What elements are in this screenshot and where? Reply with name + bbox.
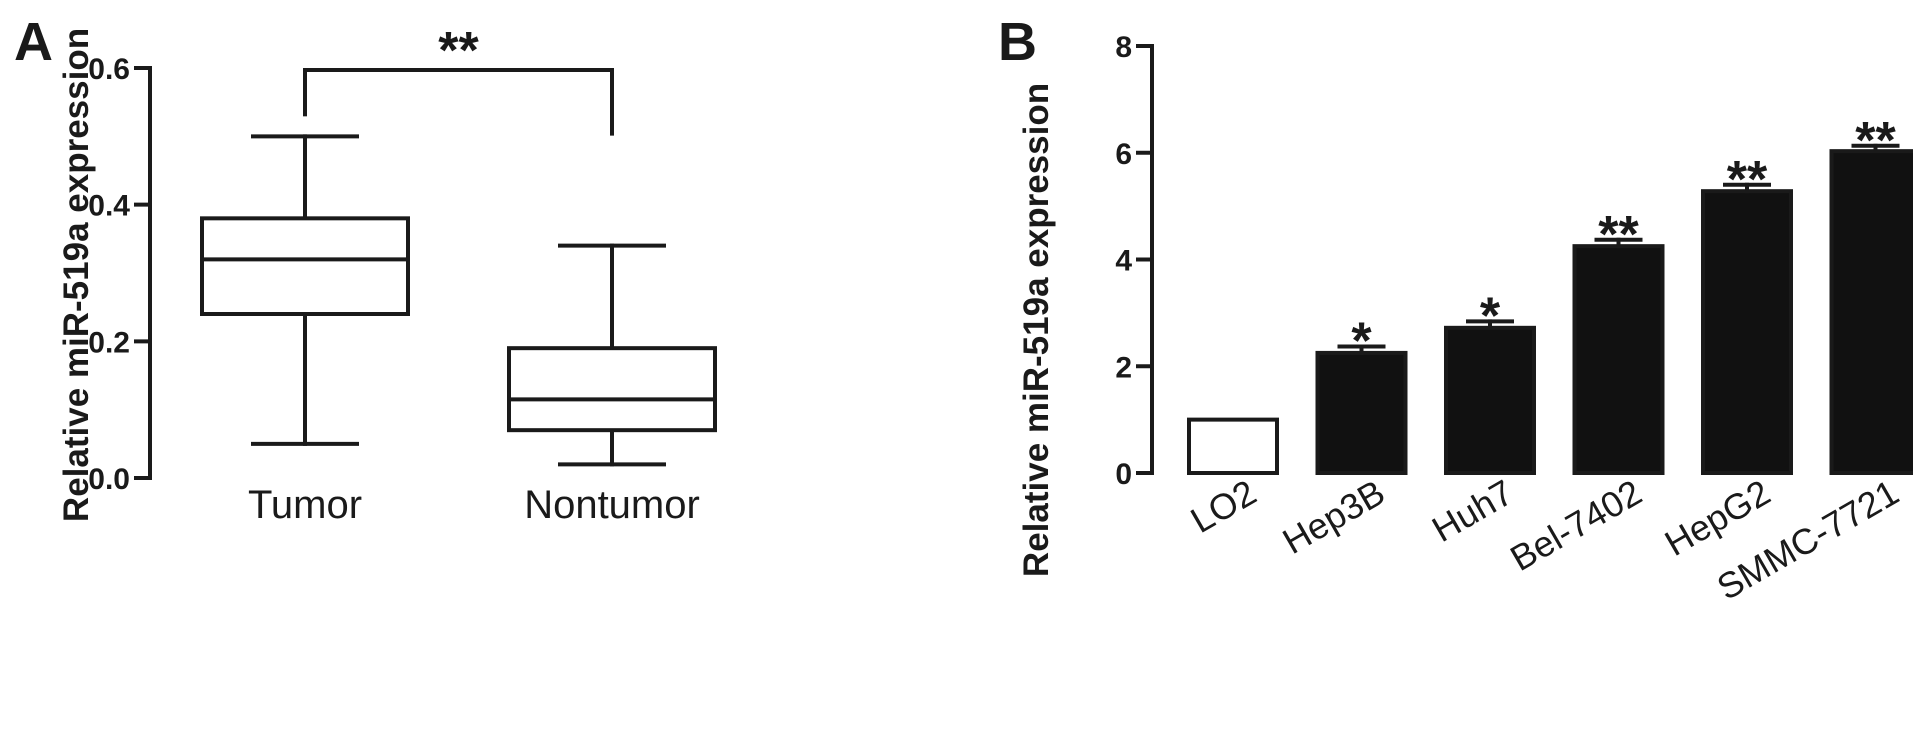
bar: [1315, 350, 1408, 475]
panel-b-significance-labels: * * ** ** **: [1351, 112, 1896, 371]
bar: [1701, 189, 1793, 475]
significance-label: **: [1598, 206, 1639, 264]
y-tick-label: 0.0: [88, 463, 130, 496]
bar: [1829, 149, 1913, 475]
box-iqr: [200, 216, 410, 316]
y-tick-label: 0.2: [88, 326, 130, 359]
category-label: Nontumor: [524, 483, 700, 527]
panel-a-boxes: [200, 134, 717, 467]
panel-b-category-labels: LO2 Hep3B Huh7 Bel-7402 HepG2 SMMC-7721: [1184, 471, 1906, 608]
significance-label: **: [1855, 112, 1896, 170]
bar-huh7: [1444, 319, 1536, 475]
y-tick-label: 8: [1115, 31, 1132, 64]
y-tick-label: 2: [1115, 351, 1132, 384]
bar-bel-7402: [1572, 237, 1665, 475]
y-tick-label: 4: [1115, 245, 1132, 278]
bar: [1444, 325, 1536, 475]
y-tick-label: 0.4: [88, 190, 130, 223]
category-label: Hep3B: [1276, 471, 1392, 562]
significance-label: *: [1480, 287, 1501, 345]
box-tumor: [200, 134, 410, 446]
panel-b-bars: [1187, 143, 1913, 475]
y-tick-label: 6: [1115, 138, 1132, 171]
category-label: LO2: [1184, 471, 1263, 541]
bar: [1187, 417, 1279, 475]
panel-b-y-axis: [1136, 44, 1154, 475]
panel-a-y-axis-label: Relative miR-519a expression: [57, 28, 96, 522]
panel-b-y-axis-label: Relative miR-519a expression: [1017, 83, 1056, 577]
bar-hep3b: [1315, 344, 1408, 475]
significance-label: *: [1351, 313, 1372, 371]
bar-hepg2: [1701, 182, 1793, 475]
bar: [1572, 244, 1665, 475]
bar-smmc-7721: [1829, 143, 1913, 475]
category-label: Tumor: [248, 483, 362, 527]
panel-b-barchart: B Relative miR-519a expression 0 2 4 6 8…: [998, 12, 1913, 608]
panel-a-tick-labels: 0.0 0.2 0.4 0.6: [88, 53, 130, 496]
y-tick-label: 0.6: [88, 53, 130, 86]
panel-a-boxplot: A Relative miR-519a expression 0.0 0.2 0…: [14, 12, 717, 527]
box-iqr: [507, 346, 717, 433]
y-tick-label: 0: [1115, 458, 1132, 491]
box-nontumor: [507, 243, 717, 467]
category-label: Huh7: [1425, 471, 1520, 550]
panel-b-letter: B: [998, 12, 1037, 72]
panel-b-tick-labels: 0 2 4 6 8: [1115, 31, 1132, 491]
significance-label: **: [1727, 151, 1768, 209]
significance-label: **: [438, 22, 479, 80]
bar-lo2: [1187, 417, 1279, 475]
panel-a-letter: A: [14, 12, 53, 72]
panel-a-y-axis: [134, 66, 152, 480]
panel-a-significance-bracket: [303, 68, 614, 136]
category-label: Bel-7402: [1503, 471, 1648, 579]
